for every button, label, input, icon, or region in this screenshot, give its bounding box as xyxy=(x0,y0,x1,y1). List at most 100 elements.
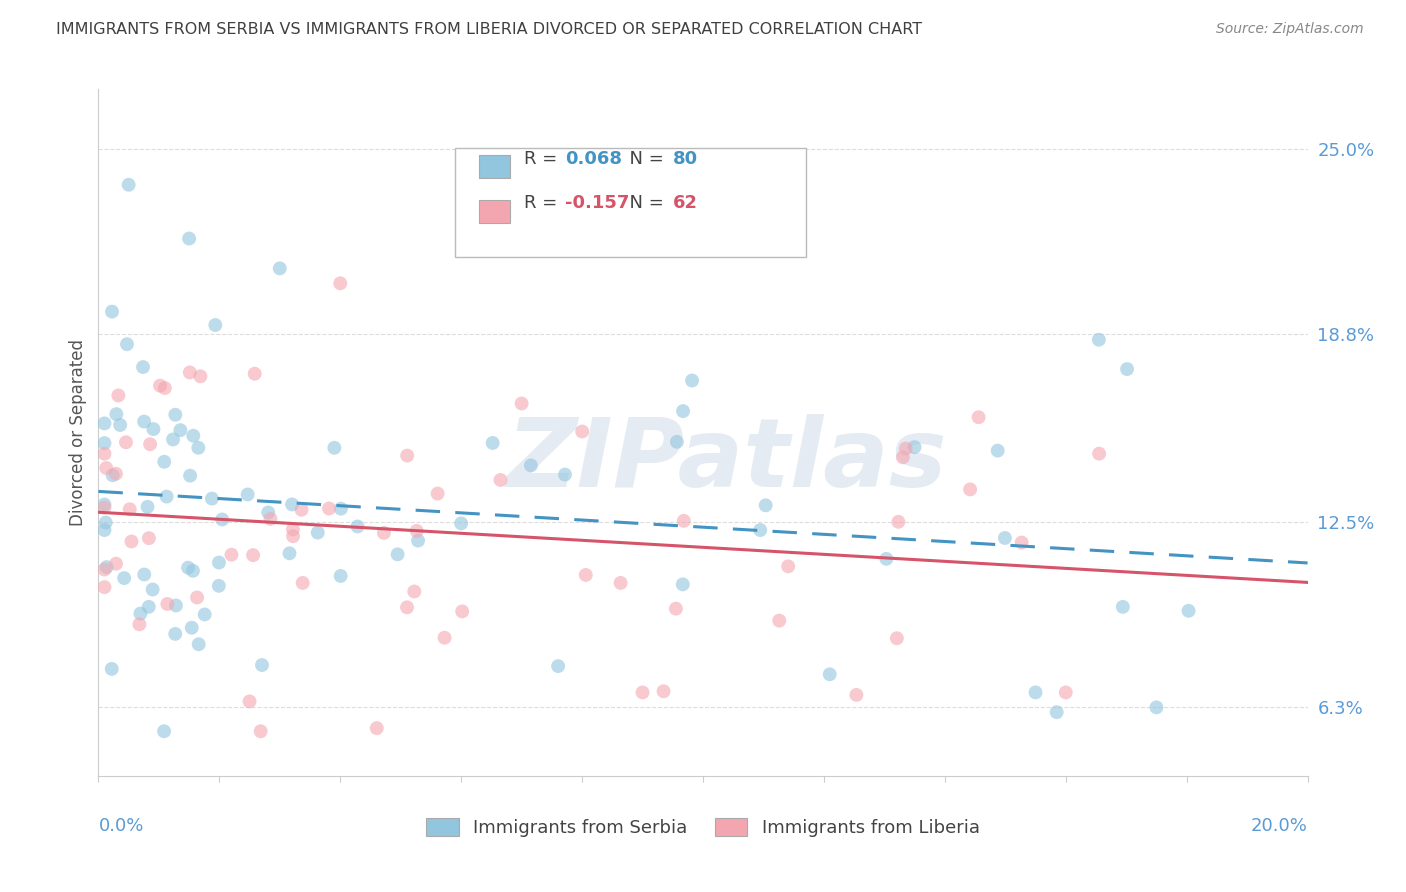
Y-axis label: Divorced or Separated: Divorced or Separated xyxy=(69,339,87,526)
Point xyxy=(387,547,409,561)
Point xyxy=(165,599,187,613)
Point xyxy=(115,435,138,450)
Point xyxy=(281,498,304,512)
Point xyxy=(249,724,271,739)
Point xyxy=(396,449,419,463)
Point xyxy=(489,473,512,487)
Point xyxy=(366,721,388,735)
Point xyxy=(887,515,910,529)
Point xyxy=(894,442,917,456)
Point xyxy=(134,567,156,582)
Point xyxy=(142,422,165,436)
Point xyxy=(93,563,115,577)
Point xyxy=(1088,333,1111,347)
Point xyxy=(291,576,314,591)
Text: N =: N = xyxy=(619,194,669,211)
Point xyxy=(278,546,301,560)
Text: IMMIGRANTS FROM SERBIA VS IMMIGRANTS FROM LIBERIA DIVORCED OR SEPARATED CORRELAT: IMMIGRANTS FROM SERBIA VS IMMIGRANTS FRO… xyxy=(56,22,922,37)
Point xyxy=(891,450,914,465)
Point xyxy=(609,575,631,590)
Legend: Immigrants from Serbia, Immigrants from Liberia: Immigrants from Serbia, Immigrants from … xyxy=(418,808,988,846)
Text: ZIPatlas: ZIPatlas xyxy=(508,414,948,507)
Point xyxy=(818,667,841,681)
Point xyxy=(571,425,593,439)
Point xyxy=(101,304,124,318)
Point xyxy=(672,514,695,528)
Point xyxy=(778,559,800,574)
Point xyxy=(281,529,304,543)
Point xyxy=(886,632,908,646)
Point xyxy=(681,374,703,388)
Point xyxy=(450,516,472,531)
Point xyxy=(105,407,128,421)
Point xyxy=(156,490,179,504)
Point xyxy=(672,577,695,591)
Point xyxy=(451,604,474,618)
Point xyxy=(93,436,115,450)
Text: R =: R = xyxy=(524,194,562,211)
FancyBboxPatch shape xyxy=(456,147,806,258)
Point xyxy=(108,417,131,432)
Text: N =: N = xyxy=(619,150,669,169)
Point xyxy=(433,631,456,645)
Text: 0.0%: 0.0% xyxy=(98,817,143,835)
Point xyxy=(875,551,897,566)
Point xyxy=(243,367,266,381)
Point xyxy=(967,410,990,425)
Point xyxy=(138,531,160,545)
Text: 62: 62 xyxy=(673,194,697,211)
Point xyxy=(554,467,576,482)
Point xyxy=(112,571,135,585)
Point xyxy=(250,658,273,673)
Point xyxy=(93,500,115,515)
Point xyxy=(239,694,262,708)
Point xyxy=(346,519,368,533)
Point xyxy=(153,724,176,739)
Point xyxy=(1144,700,1167,714)
Point xyxy=(631,685,654,699)
Point xyxy=(194,607,217,622)
Point xyxy=(845,688,868,702)
Point xyxy=(323,441,346,455)
Point xyxy=(236,487,259,501)
Point xyxy=(132,359,155,374)
Point xyxy=(329,501,352,516)
Text: Source: ZipAtlas.com: Source: ZipAtlas.com xyxy=(1216,22,1364,37)
Text: 20.0%: 20.0% xyxy=(1251,817,1308,835)
Point xyxy=(107,388,129,402)
Point xyxy=(100,662,122,676)
Point xyxy=(257,505,280,519)
Point xyxy=(93,498,115,512)
Point xyxy=(1112,599,1135,614)
Point xyxy=(1177,604,1199,618)
Point xyxy=(187,441,209,455)
Point xyxy=(1088,447,1111,461)
Point xyxy=(481,436,503,450)
Point xyxy=(426,486,449,500)
Point xyxy=(994,531,1017,545)
Point xyxy=(128,617,150,632)
Point xyxy=(180,621,202,635)
Point xyxy=(404,584,426,599)
Text: R =: R = xyxy=(524,150,562,169)
Point xyxy=(665,601,688,615)
Point xyxy=(281,522,304,536)
Point xyxy=(510,396,533,410)
Point xyxy=(672,404,695,418)
Point xyxy=(129,607,152,621)
Point xyxy=(959,483,981,497)
Point xyxy=(179,366,201,380)
Point xyxy=(136,500,159,514)
Point xyxy=(1011,535,1033,549)
Point xyxy=(165,408,187,422)
Point xyxy=(329,569,352,583)
Point xyxy=(768,614,790,628)
Point xyxy=(259,512,281,526)
Point xyxy=(134,415,156,429)
Point xyxy=(547,659,569,673)
Point xyxy=(373,525,395,540)
Point xyxy=(96,461,118,475)
Point xyxy=(138,599,160,614)
Point xyxy=(211,512,233,526)
Point xyxy=(179,231,201,245)
